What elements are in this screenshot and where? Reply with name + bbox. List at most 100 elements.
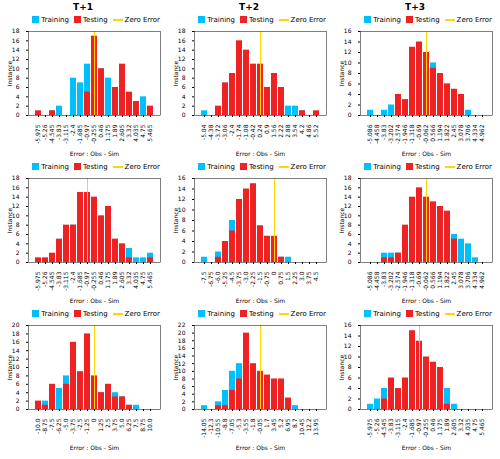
svg-text:12: 12 [178,195,186,202]
svg-text:12: 12 [12,55,20,62]
svg-text:0: 0 [182,405,186,412]
svg-text:0.24: 0.24 [256,124,263,138]
svg-text:12: 12 [178,360,186,367]
svg-text:2: 2 [348,249,352,256]
svg-text:-10.0: -10.0 [34,418,41,434]
svg-text:14: 14 [12,193,20,200]
svg-text:1.194: 1.194 [436,124,443,141]
svg-text:12: 12 [344,342,352,349]
svg-text:-5.04: -5.04 [200,124,207,140]
svg-text:4: 4 [348,90,352,97]
svg-text:2.45: 2.45 [450,271,457,285]
svg-text:-3.202: -3.202 [387,124,394,144]
svg-text:16: 16 [12,338,20,345]
svg-text:10: 10 [344,59,352,66]
svg-text:0.75: 0.75 [277,271,284,285]
svg-text:-1.318: -1.318 [408,271,415,291]
svg-text:1.175: 1.175 [104,124,111,141]
svg-text:8: 8 [16,74,20,81]
svg-text:4.75: 4.75 [471,418,478,432]
svg-text:-5.975: -5.975 [34,124,41,144]
svg-text:2: 2 [182,398,186,405]
svg-text:-3.0: -3.0 [242,271,249,283]
svg-text:4.962: 4.962 [478,271,485,288]
svg-text:8: 8 [348,69,352,76]
svg-text:Instance: Instance [6,60,13,86]
svg-text:Error : Obs - Sim: Error : Obs - Sim [402,297,452,304]
svg-text:-2.4: -2.4 [228,124,235,136]
svg-text:Instance: Instance [338,60,345,86]
svg-text:5.465: 5.465 [146,271,153,288]
svg-text:3.078: 3.078 [457,124,464,141]
svg-text:0: 0 [182,258,186,265]
svg-text:Instance: Instance [172,60,179,86]
svg-text:18: 18 [12,27,20,34]
svg-text:-1.08: -1.08 [242,124,249,140]
svg-text:1.175: 1.175 [104,271,111,288]
svg-text:2: 2 [182,248,186,255]
svg-text:16: 16 [344,184,352,191]
svg-text:0: 0 [16,258,20,265]
svg-text:-0.062: -0.062 [422,271,429,291]
svg-text:16: 16 [12,184,20,191]
svg-text:6: 6 [348,230,352,237]
svg-text:4.2: 4.2 [298,124,305,134]
svg-text:12: 12 [344,48,352,55]
svg-text:1.89: 1.89 [111,124,118,138]
svg-text:4.75: 4.75 [139,124,146,138]
svg-text:-1.74: -1.74 [235,124,242,140]
svg-text:6: 6 [16,380,20,387]
svg-text:-4.38: -4.38 [207,124,214,140]
svg-text:0: 0 [182,111,186,118]
svg-text:1.822: 1.822 [443,271,450,288]
svg-text:2.88: 2.88 [284,124,291,138]
svg-text:6: 6 [348,374,352,381]
svg-text:0.46: 0.46 [97,271,104,285]
svg-text:10: 10 [12,65,20,72]
svg-text:-4.545: -4.545 [48,271,55,291]
svg-text:6: 6 [182,83,186,90]
svg-text:14: 14 [344,332,352,339]
svg-text:2.605: 2.605 [118,271,125,288]
svg-text:-5.975: -5.975 [366,418,373,438]
svg-text:4: 4 [182,93,186,100]
svg-text:3.32: 3.32 [125,271,132,285]
svg-text:-5.975: -5.975 [34,271,41,291]
svg-text:5.465: 5.465 [478,418,485,435]
svg-text:6: 6 [348,80,352,87]
svg-text:4: 4 [182,390,186,397]
svg-text:14: 14 [178,185,186,192]
svg-text:10: 10 [178,206,186,213]
svg-text:-0.062: -0.062 [422,124,429,144]
svg-text:20: 20 [12,321,20,328]
svg-text:4: 4 [16,389,20,396]
svg-text:0.46: 0.46 [429,418,436,432]
svg-text:-2.4: -2.4 [401,418,408,430]
svg-text:-3.115: -3.115 [394,418,401,438]
svg-text:2.605: 2.605 [450,418,457,435]
svg-text:-7.5: -7.5 [200,271,207,283]
svg-text:2.5: 2.5 [104,418,111,428]
svg-text:-12.3: -12.3 [207,418,214,434]
svg-text:10: 10 [344,353,352,360]
svg-text:-2.574: -2.574 [394,124,401,144]
svg-text:6.95: 6.95 [284,418,291,432]
svg-text:10: 10 [12,212,20,219]
svg-text:10: 10 [12,363,20,370]
svg-text:0: 0 [348,258,352,265]
svg-text:-0.97: -0.97 [83,271,90,287]
svg-text:0: 0 [90,418,97,422]
svg-text:8: 8 [348,363,352,370]
svg-text:-0.97: -0.97 [415,418,422,434]
svg-text:4.334: 4.334 [471,124,478,141]
svg-text:13.95: 13.95 [312,418,319,435]
svg-text:-3.202: -3.202 [387,271,394,291]
svg-text:16: 16 [178,174,186,181]
svg-text:6: 6 [182,227,186,234]
svg-text:1.194: 1.194 [436,271,443,288]
svg-text:-5.26: -5.26 [41,124,48,140]
svg-text:-1.685: -1.685 [76,271,83,291]
svg-text:18: 18 [178,337,186,344]
svg-text:8: 8 [182,375,186,382]
svg-text:14: 14 [12,347,20,354]
